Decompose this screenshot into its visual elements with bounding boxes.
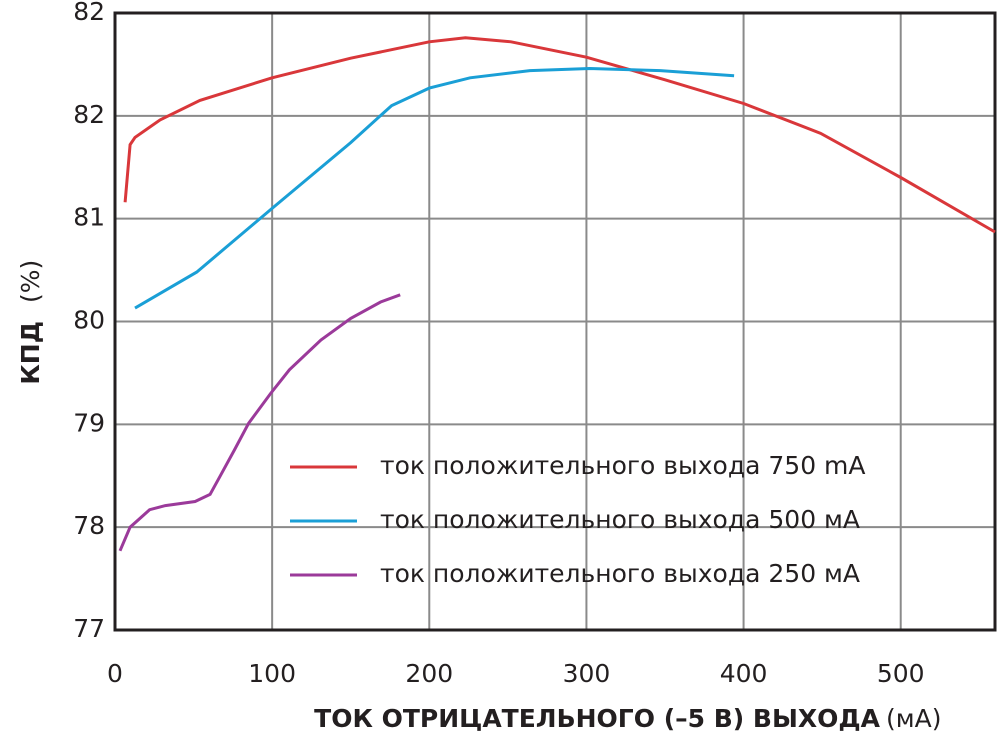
y-tick-label: 82 <box>73 0 105 26</box>
y-tick-label: 82 <box>73 100 105 129</box>
y-axis-unit: (%) <box>16 260 45 303</box>
x-tick-label: 500 <box>877 659 925 688</box>
legend-label: ток положительного выхода 500 мА <box>380 505 860 534</box>
legend-label: ток положительного выхода 750 mA <box>380 451 866 480</box>
y-tick-label: 80 <box>73 306 105 335</box>
x-tick-label: 0 <box>107 659 123 688</box>
x-tick-label: 100 <box>248 659 296 688</box>
x-axis-label: ТОК ОТРИЦАТЕЛЬНОГО (–5 В) ВЫХОДА <box>314 704 881 733</box>
x-tick-label: 300 <box>563 659 611 688</box>
series-line <box>123 36 996 234</box>
x-axis-unit: (мА) <box>886 704 941 733</box>
y-axis-label: КПД <box>16 321 45 385</box>
x-tick-label: 200 <box>405 659 453 688</box>
y-tick-label: 78 <box>73 511 105 540</box>
y-tick-label: 81 <box>73 203 105 232</box>
y-tick-label: 77 <box>73 614 105 643</box>
series-line <box>134 66 735 310</box>
plot-frame <box>113 11 997 632</box>
legend-label: ток положительного выхода 250 мА <box>380 559 860 588</box>
x-tick-label: 400 <box>720 659 768 688</box>
series-line <box>118 293 401 552</box>
y-tick-label: 79 <box>73 408 105 437</box>
